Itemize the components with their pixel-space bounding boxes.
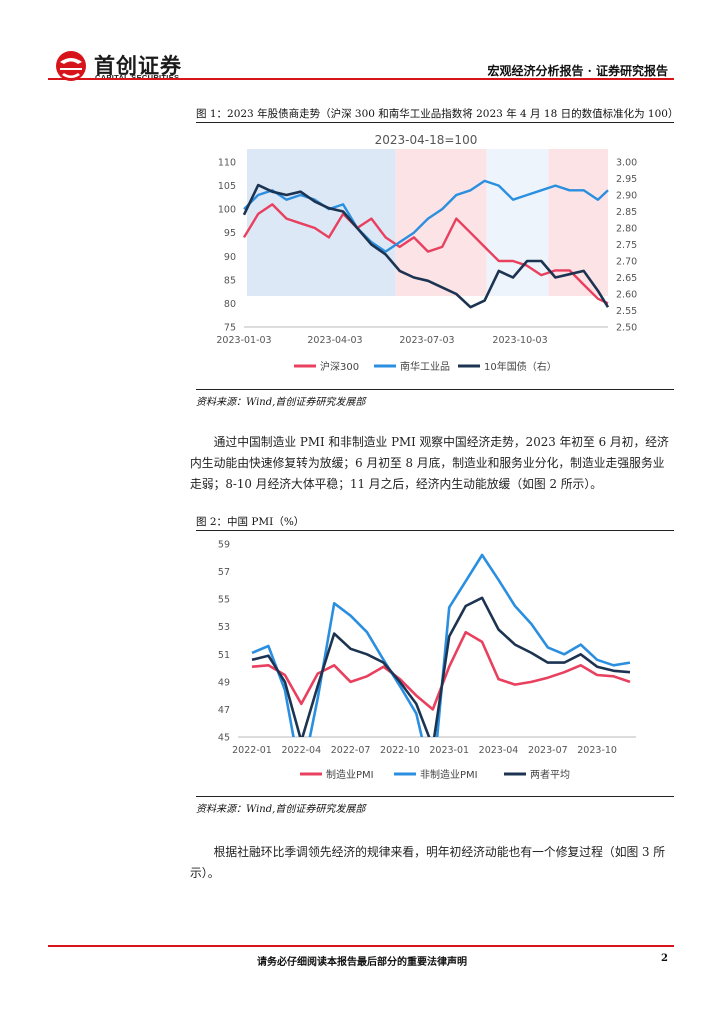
chart2-x-tick: 2023-01 <box>429 745 469 756</box>
chart2-y-tick: 55 <box>218 595 230 606</box>
chart1-y-right-tick: 2.60 <box>616 290 637 301</box>
chart1-y-left-tick: 80 <box>224 299 236 310</box>
chart1-y-right-tick: 2.55 <box>616 306 637 317</box>
chart2-x-tick: 2022-07 <box>331 745 371 756</box>
chart2-x-tick: 2023-10 <box>577 745 617 756</box>
legend-label-0: 沪深300 <box>320 360 359 373</box>
figure1-caption: 图 1：2023 年股债商走势（沪深 300 和南华工业品指数将 2023 年 … <box>196 108 679 120</box>
page-number: 2 <box>661 953 668 964</box>
footer-disclaimer: 请务必仔细阅读本报告最后部分的重要法律声明 <box>257 957 467 968</box>
chart2-x-tick: 2022-01 <box>232 745 272 756</box>
logo-text-en: CAPITAL SECURITIES <box>95 73 179 82</box>
figure2-caption: 图 2：中国 PMI（%） <box>196 516 305 528</box>
legend-label-2: 10年国债（右） <box>484 360 557 373</box>
chart1-y-right-tick: 2.95 <box>616 174 637 185</box>
chart2-y-tick: 53 <box>218 622 230 633</box>
chart1-y-right-tick: 2.65 <box>616 273 637 284</box>
chart1-y-left-tick: 105 <box>218 181 236 192</box>
header-rule <box>48 78 674 80</box>
shaded-period-0 <box>247 149 396 296</box>
figure1-source: 资料来源：Wind,首创证券研究发展部 <box>196 397 366 408</box>
chart2-y-tick: 57 <box>218 567 230 578</box>
footer-rule <box>48 945 674 947</box>
chart2-y-tick: 47 <box>218 705 230 716</box>
chart-china-pmi: 45 47 49 51 53 55 57 59 2022-01 2022-04 2022-07 202… <box>218 540 636 781</box>
chart1-y-left-tick: 90 <box>224 252 236 263</box>
paragraph-pmi-analysis: 通过中国制造业 PMI 和非制造业 PMI 观察中国经济走势，2023 年初至 … <box>190 435 669 491</box>
chart2-y-tick: 51 <box>218 650 230 661</box>
chart1-y-right-tick: 3.00 <box>616 158 637 169</box>
pmi-series-line-2 <box>251 596 631 737</box>
chart1-y-left-tick: 85 <box>224 275 236 286</box>
chart1-x-tick: 2023-10-03 <box>492 335 547 346</box>
figure1-bottom-rule <box>196 389 674 390</box>
logo-text-cn: 首创证券 <box>94 54 182 78</box>
pmi-legend-label-2: 两者平均 <box>530 769 570 781</box>
chart2-y-tick: 45 <box>218 733 230 744</box>
chart1-x-tick: 2023-04-03 <box>307 335 362 346</box>
chart1-y-right-tick: 2.90 <box>616 191 637 202</box>
logo: 首创证券 CAPITAL SECURITIES <box>54 50 189 82</box>
chart1-y-left-tick: 100 <box>218 205 236 216</box>
chart2-y-tick: 49 <box>218 677 230 688</box>
figure2-source: 资料来源：Wind,首创证券研究发展部 <box>196 804 366 815</box>
chart1-y-right-tick: 2.75 <box>616 240 637 251</box>
figure2-bottom-rule <box>196 796 674 797</box>
chart2-x-tick: 2022-10 <box>380 745 420 756</box>
chart1-x-tick: 2023-01-03 <box>216 335 271 346</box>
legend-label-1: 南华工业品 <box>400 360 450 373</box>
figure2-top-rule <box>196 530 674 531</box>
chart1-y-left-tick: 95 <box>224 228 236 239</box>
chart1-y-right-tick: 2.70 <box>616 257 637 268</box>
paragraph-social-financing: 根据社融环比季调领先经济的规律来看，明年初经济动能也有一个修复过程（如图 3 所… <box>190 845 666 880</box>
chart1-y-left-tick: 75 <box>224 323 236 334</box>
chart2-x-tick: 2023-07 <box>528 745 568 756</box>
chart2-x-tick: 2023-04 <box>479 745 519 756</box>
report-type: 宏观经济分析报告 · 证券研究报告 <box>487 64 668 78</box>
series-line-2 <box>242 183 610 309</box>
chart-stock-bond-commodity: 2023-04-18=100 75 80 85 90 95 100 105 110 2.50 2.5… <box>216 133 637 373</box>
figure1-top-rule <box>196 122 674 123</box>
chart2-x-tick: 2022-04 <box>281 745 321 756</box>
pmi-legend-label-0: 制造业PMI <box>326 768 374 781</box>
chart1-y-right-tick: 2.50 <box>616 323 637 334</box>
chart1-y-left-tick: 110 <box>218 158 236 169</box>
shaded-period-1 <box>395 149 487 296</box>
shaded-period-3 <box>548 149 608 296</box>
logo-mark-icon <box>56 51 86 81</box>
chart1-y-right-tick: 2.80 <box>616 224 637 235</box>
chart1-y-right-tick: 2.85 <box>616 207 637 218</box>
pmi-legend-label-1: 非制造业PMI <box>420 768 478 781</box>
chart2-y-tick: 59 <box>218 540 230 551</box>
chart1-title: 2023-04-18=100 <box>375 133 478 147</box>
chart1-x-tick: 2023-07-03 <box>399 335 454 346</box>
